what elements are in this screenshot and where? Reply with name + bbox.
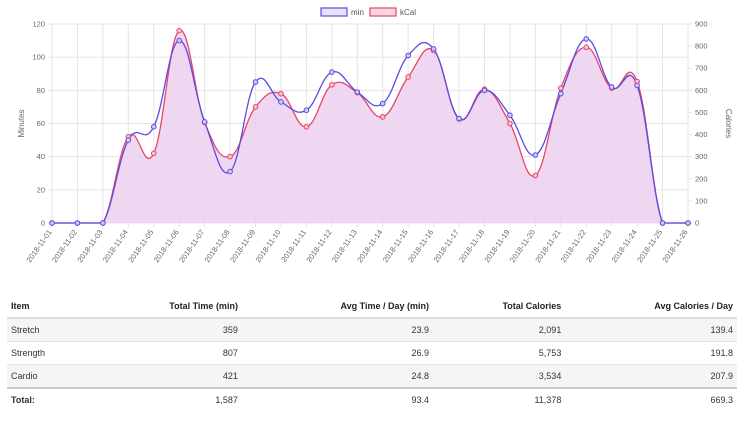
total-avg-time: 93.4 [241,387,433,411]
min-point [100,220,106,226]
y-tick-label: 20 [37,185,45,194]
kcal-point [150,150,157,157]
x-tick-label: 2018-11-26 [661,228,690,264]
kcal-point [532,172,539,179]
series-kcal-area [52,30,688,223]
min-point [329,69,335,75]
y-tick-label: 120 [32,20,45,29]
kcal-point [176,27,182,34]
min-point [430,46,437,52]
cell-avg-calories: 207.9 [565,364,737,388]
kcal-point [303,124,310,130]
cell-total-calories: 2,091 [433,317,566,342]
y-tick-label: 100 [32,53,45,62]
min-point [608,84,615,90]
min-point [507,112,513,119]
cell-total-time: 807 [90,341,242,365]
y2-tick-label: 100 [695,196,708,205]
min-point [227,168,233,175]
header-total-calories: Total Calories [433,295,566,319]
cell-avg-calories: 139.4 [565,317,737,342]
table-row: Strength 807 26.9 5,753 191.8 [7,341,737,365]
min-point [201,119,208,125]
min-point [456,115,462,122]
min-point [74,220,81,226]
legend-min-swatch [320,7,348,17]
y-tick-label: 0 [41,219,45,228]
y2-tick-label: 800 [695,42,708,51]
series-min-line [51,38,688,224]
min-point [659,220,666,226]
cell-item: Strength [7,341,91,365]
kcal-point [227,153,233,160]
cell-total-calories: 3,534 [433,364,566,388]
header-total-time: Total Time (min) [90,295,242,319]
min-point [125,137,132,143]
min-point [405,52,411,59]
y2-tick-label: 200 [695,174,708,183]
legend-kcal-swatch [369,7,397,17]
min-point [558,90,564,97]
cell-avg-time: 23.9 [241,317,433,342]
total-label: Total: [7,387,91,411]
total-avg-calories: 669.3 [565,387,737,411]
table-row: Cardio 421 24.8 3,534 207.9 [7,364,737,388]
y-axis-title: Minutes [17,109,26,137]
y2-tick-label: 0 [695,219,699,228]
y-tick-label: 40 [37,152,45,161]
min-point [278,99,284,105]
y2-axis-title: Calories [724,109,733,138]
min-point [303,107,310,114]
kcal-point [379,114,386,120]
summary-table: Item Total Time (min) Avg Time / Day (mi… [7,295,737,411]
y2-tick-label: 700 [695,64,708,73]
y-tick-label: 60 [37,119,45,128]
kcal-point [507,120,513,127]
y-tick-label: 80 [37,86,45,95]
legend-kcal-label: kCal [400,8,416,17]
min-point [532,152,539,158]
kcal-point [405,74,411,80]
cell-total-time: 359 [90,317,242,342]
y2-tick-label: 900 [695,20,708,29]
y2-tick-label: 300 [695,152,708,161]
min-point [176,37,182,44]
min-point [481,87,488,94]
min-point [252,79,259,85]
header-avg-calories: Avg Calories / Day [565,295,737,319]
cell-avg-time: 26.9 [241,341,433,365]
cell-avg-calories: 191.8 [565,341,737,365]
cell-avg-time: 24.8 [241,364,433,388]
line-chart: 0 20 40 60 80 100 120 0 100 200 300 400 500 600 700 800… [17,7,733,264]
min-point [49,220,55,226]
cell-total-calories: 5,753 [433,341,566,365]
cell-item: Cardio [7,364,91,388]
kcal-point [252,104,259,110]
total-calories: 11,378 [433,387,566,411]
min-point [583,36,590,42]
total-time: 1,587 [90,387,242,411]
table-header-row: Item Total Time (min) Avg Time / Day (mi… [7,295,737,319]
legend-min-label: min [351,8,364,17]
cell-item: Stretch [7,317,91,342]
table-row: Stretch 359 23.9 2,091 139.4 [7,317,737,342]
chart-area: 0 20 40 60 80 100 120 0 100 200 300 400 500 600 700 800… [17,7,733,264]
min-point [685,220,691,226]
header-avg-time: Avg Time / Day (min) [241,295,433,319]
summary-table-container: Item Total Time (min) Avg Time / Day (mi… [7,295,737,411]
min-point [634,82,640,89]
kcal-point [583,44,590,51]
min-point [150,124,157,130]
cell-total-time: 421 [90,364,242,388]
min-point [379,100,386,107]
kcal-point [329,82,335,88]
kcal-point [558,85,564,91]
y2-tick-label: 400 [695,130,708,139]
y2-tick-label: 500 [695,108,708,117]
min-point [354,89,361,95]
kcal-point [278,90,284,97]
table-total-row: Total: 1,587 93.4 11,378 669.3 [7,387,737,411]
header-item: Item [7,295,91,319]
y2-tick-label: 600 [695,86,708,95]
